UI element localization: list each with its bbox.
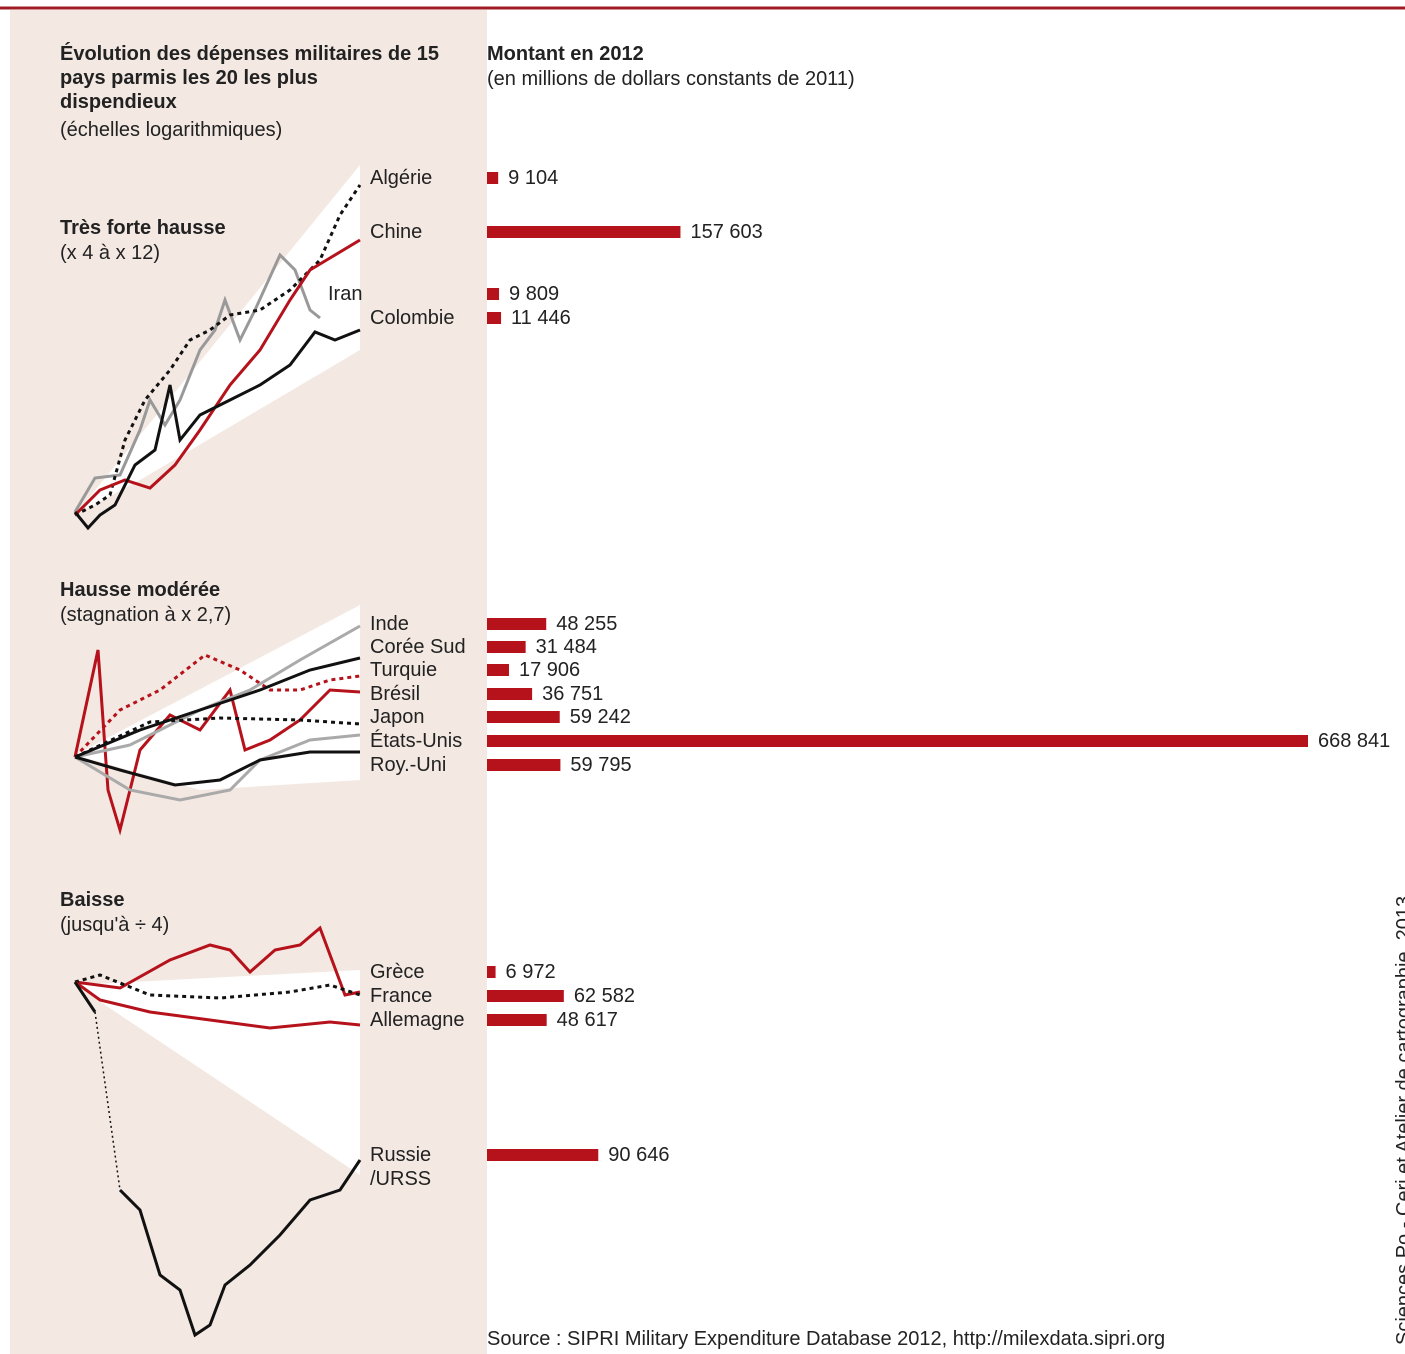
bar [487, 759, 561, 771]
bar [487, 664, 509, 676]
category-label: Inde [370, 613, 409, 635]
value-label: 48 617 [556, 1009, 618, 1031]
sparkline [73, 252, 321, 513]
value-label: 17 906 [518, 659, 581, 681]
value-label: 62 582 [573, 985, 635, 1007]
bar [487, 990, 564, 1002]
group-subtitle: (x 4 à x 12) [60, 242, 161, 264]
value-title: Montant en 2012 [487, 43, 644, 65]
bar [487, 1014, 547, 1026]
category-label: États-Unis [370, 730, 463, 752]
category-label: Corée Sud [370, 636, 466, 658]
sparkline [73, 328, 361, 531]
value-label: 59 242 [569, 706, 631, 728]
bar [487, 641, 526, 653]
credit: Sciences Po - Ceri et Atelier de cartogr… [1393, 895, 1405, 1345]
value-label: 6 972 [505, 961, 556, 983]
title: Évolution des dépenses militaires de 15 … [60, 43, 440, 113]
wedge [75, 970, 360, 1175]
category-label: France [370, 985, 433, 1007]
sparkline [73, 981, 97, 1013]
bar [487, 226, 681, 238]
value-label: 36 751 [542, 683, 604, 705]
value-label: 157 603 [690, 221, 763, 243]
group-title: Baisse [60, 889, 125, 911]
sparkline [74, 733, 361, 802]
sparkline [74, 973, 361, 1000]
sparkline [74, 716, 361, 759]
value-label: 9 809 [509, 283, 560, 305]
wedge [75, 165, 360, 515]
value-label: 31 484 [535, 636, 597, 658]
bar [487, 966, 496, 978]
title-note: (échelles logarithmiques) [60, 119, 283, 141]
category-label: Japon [370, 706, 425, 728]
category-label: Allemagne [370, 1009, 465, 1031]
category-label: Russie /URSS [370, 1144, 432, 1190]
category-label: Turquie [370, 659, 438, 681]
sparkline [74, 656, 361, 759]
group-title: Hausse modérée [60, 579, 221, 601]
value-label: 90 646 [608, 1144, 670, 1166]
category-label: Grèce [370, 961, 425, 983]
bar [487, 711, 560, 723]
bar [487, 172, 499, 184]
bar [487, 288, 500, 300]
category-label: Roy.-Uni [370, 754, 447, 776]
bar [487, 1149, 599, 1161]
bar [487, 688, 533, 700]
category-label: Iran [328, 283, 363, 305]
bar [487, 618, 547, 630]
sparkline [118, 1159, 362, 1338]
category-label: Algérie [370, 167, 433, 189]
value-label: 11 446 [511, 307, 571, 329]
sparklines [73, 165, 362, 1338]
sparkline [74, 980, 361, 1030]
value-label: 59 795 [570, 754, 632, 776]
sparkline [74, 750, 360, 787]
category-label: Colombie [370, 307, 455, 329]
value-label: 48 255 [556, 613, 618, 635]
category-label: Chine [370, 221, 423, 243]
group-subtitle: (jusqu'à ÷ 4) [60, 914, 170, 936]
category-label: Brésil [370, 683, 421, 705]
group-subtitle: (stagnation à x 2,7) [60, 604, 232, 626]
bar [487, 312, 502, 324]
value-label: 668 841 [1318, 730, 1391, 752]
value-label: 9 104 [508, 167, 559, 189]
sparkline [74, 925, 361, 997]
source: Source : SIPRI Military Expenditure Data… [487, 1328, 1166, 1350]
bar [487, 735, 1308, 747]
value-subtitle: (en millions de dollars constants de 201… [487, 68, 855, 90]
group-title: Très forte hausse [60, 217, 226, 239]
